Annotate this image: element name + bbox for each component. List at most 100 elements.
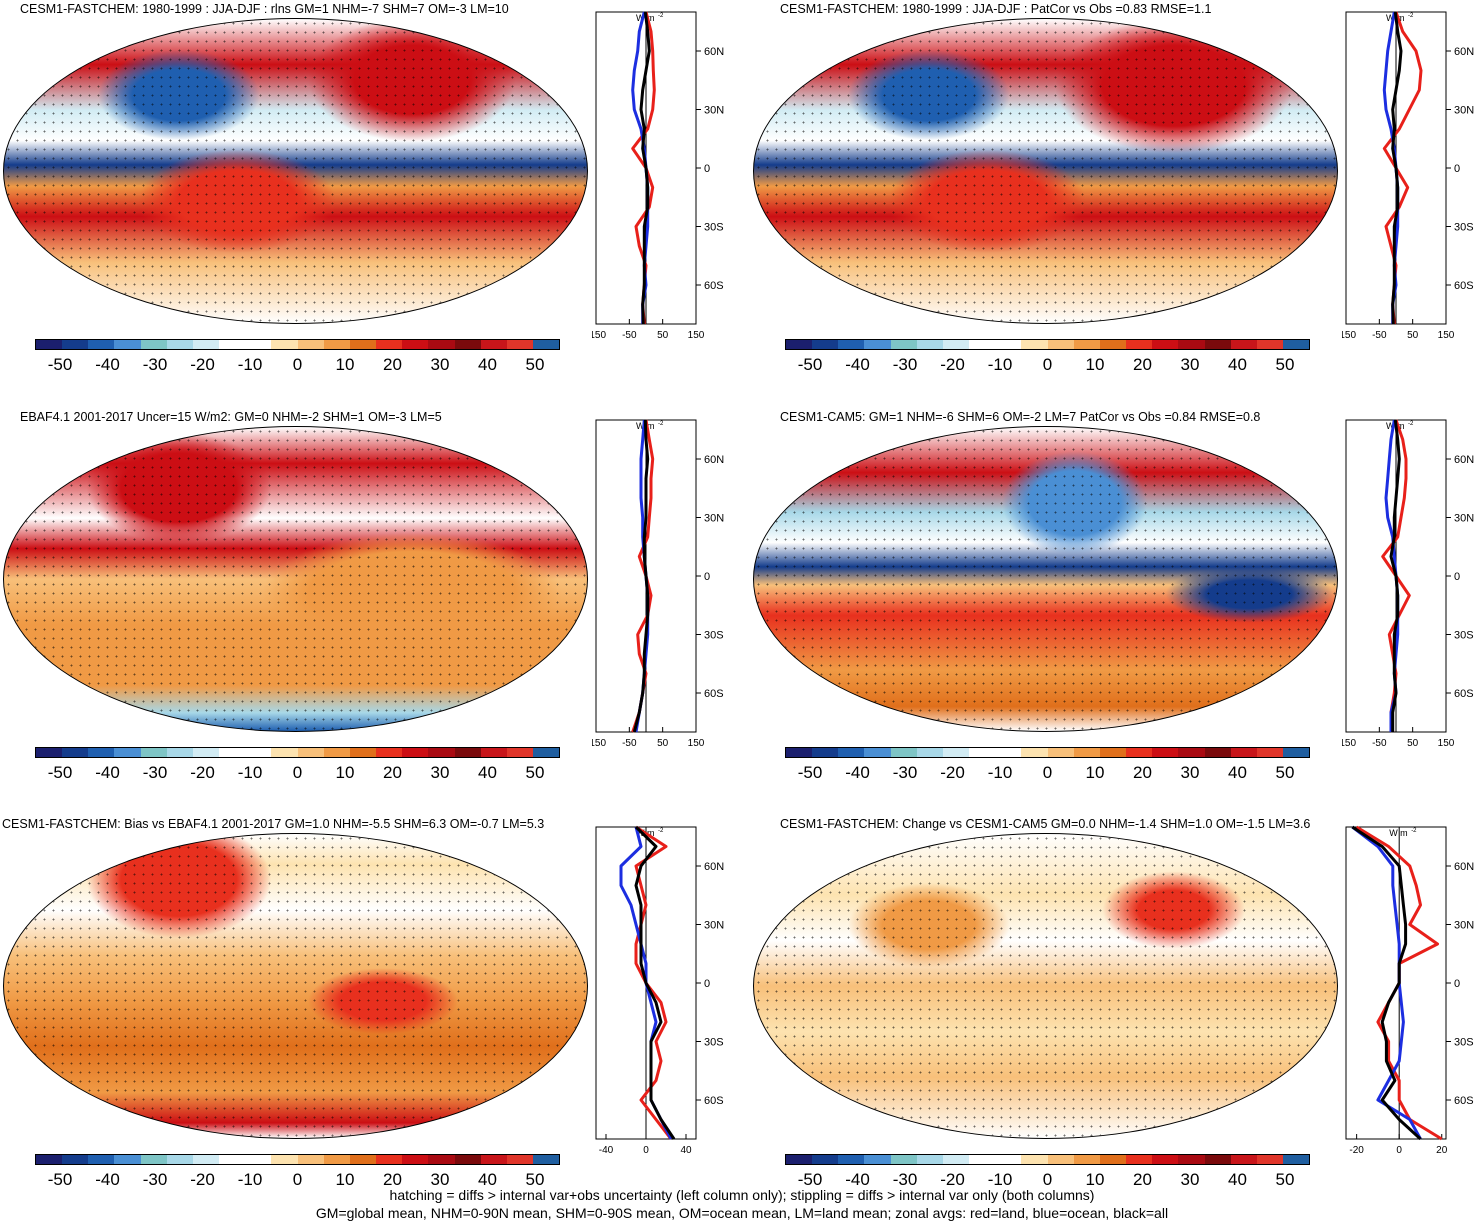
x-tick-label: 0: [643, 1145, 649, 1156]
y-tick-label: 60N: [704, 454, 724, 466]
y-tick-label: 0: [1454, 571, 1460, 583]
panel-title: CESM1-FASTCHEM: Bias vs EBAF4.1 2001-201…: [2, 817, 545, 831]
y-tick-label: 30S: [1454, 222, 1474, 234]
colorbar-tick-label: 0: [1042, 763, 1053, 782]
colorbar-swatch: [916, 748, 943, 757]
x-tick-label: 0: [1396, 1145, 1402, 1156]
colorbar-swatch: [838, 1155, 865, 1164]
colorbar-swatch: [916, 340, 943, 349]
colorbar-swatch: [506, 340, 533, 349]
colorbar-swatch: [454, 748, 481, 757]
zonal-series-all: [1351, 825, 1422, 1141]
colorbar-swatch: [890, 1155, 917, 1164]
x-tick-label: -50: [1372, 738, 1387, 749]
colorbar-swatch: [454, 340, 481, 349]
y-tick-label: 30S: [704, 630, 724, 642]
colorbar-swatch: [890, 748, 917, 757]
x-tick-label: -150: [592, 330, 606, 341]
colorbar-swatch: [219, 748, 246, 757]
colorbar-tick-label: -20: [940, 763, 965, 782]
colorbar-swatch: [114, 340, 141, 349]
colorbar-swatch: [812, 748, 839, 757]
colorbar-swatch: [532, 340, 560, 349]
x-tick-label: -150: [1342, 330, 1356, 341]
colorbar-swatch: [532, 748, 560, 757]
colorbar-swatch: [1282, 340, 1310, 349]
zonal-series-all: [634, 825, 676, 1140]
x-tick-label: 40: [680, 1145, 692, 1156]
colorbar-swatch: [812, 1155, 839, 1164]
y-tick-label: 60N: [1454, 46, 1474, 58]
panel-title: CESM1-FASTCHEM: 1980-1999 : JJA-DJF : rl…: [20, 2, 509, 16]
colorbar-swatch: [1073, 748, 1100, 757]
zonal-series-land: [1382, 11, 1423, 325]
colorbar-swatch: [942, 340, 970, 349]
colorbar-swatch: [376, 340, 403, 349]
colorbar-swatch: [480, 748, 507, 757]
zonal-unit-superscript: -2: [1411, 828, 1417, 834]
colorbar-swatch: [786, 340, 813, 349]
colorbar-swatch: [1073, 1155, 1100, 1164]
robinson-map: [753, 18, 1338, 324]
colorbar-swatch: [1099, 340, 1127, 349]
colorbar-swatch: [297, 748, 324, 757]
colorbar-swatch: [402, 340, 429, 349]
colorbar-swatch: [838, 340, 865, 349]
y-tick-label: 60S: [1454, 688, 1474, 700]
colorbar-tick-label: -40: [845, 1170, 870, 1189]
colorbar-swatch: [62, 1155, 89, 1164]
y-tick-label: 30S: [1454, 630, 1474, 642]
stippling-overlay: [754, 427, 1337, 731]
y-tick-label: 30N: [704, 105, 724, 117]
colorbar-swatch: [166, 748, 193, 757]
colorbar-swatch: [36, 748, 63, 757]
colorbar-swatch: [297, 340, 324, 349]
colorbar-tick-label: 0: [292, 1170, 303, 1189]
colorbar-swatch: [88, 1155, 115, 1164]
colorbar-tick-label: -20: [940, 355, 965, 374]
panel-5: CESM1-FASTCHEM: Bias vs EBAF4.1 2001-201…: [0, 815, 740, 1215]
colorbar-swatch: [786, 748, 813, 757]
colorbar-tick-label: 50: [1275, 355, 1295, 374]
colorbar-tick-label: 10: [335, 1170, 355, 1189]
colorbar-tick-label: -10: [987, 355, 1013, 374]
panel-title: CESM1-FASTCHEM: 1980-1999 : JJA-DJF : Pa…: [780, 2, 1212, 16]
colorbar-swatch: [192, 340, 220, 349]
footnote-definitions: GM=global mean, NHM=0-90N mean, SHM=0-90…: [315, 1205, 1169, 1221]
colorbar-tick-label: 10: [1085, 763, 1105, 782]
colorbar-swatch: [376, 748, 403, 757]
colorbar-tick-label: 0: [292, 763, 303, 782]
y-tick-label: 30N: [704, 513, 724, 525]
colorbar-swatch: [969, 748, 996, 757]
y-tick-label: 0: [1454, 163, 1460, 175]
y-tick-label: 60S: [1454, 280, 1474, 292]
colorbar-tick-label: 50: [525, 763, 545, 782]
x-tick-label: -40: [599, 1145, 614, 1156]
colorbar-swatch: [1099, 748, 1127, 757]
panel-2: CESM1-FASTCHEM: 1980-1999 : JJA-DJF : Pa…: [750, 0, 1484, 400]
colorbar-swatch: [114, 1155, 141, 1164]
colorbar-swatch: [428, 1155, 455, 1164]
colorbar-tick-label: -40: [95, 1170, 120, 1189]
zonal-unit-superscript: -2: [1408, 421, 1414, 427]
colorbar-swatch: [1282, 748, 1310, 757]
colorbar-tick-label: -10: [987, 763, 1013, 782]
panel-title: CESM1-CAM5: GM=1 NHM=-6 SHM=6 OM=-2 LM=7…: [780, 410, 1261, 424]
colorbar-tick-label: -30: [142, 355, 168, 374]
colorbar-swatch: [271, 748, 298, 757]
colorbar-swatch: [114, 748, 141, 757]
y-tick-label: 30S: [704, 1037, 724, 1049]
x-tick-label: 150: [688, 738, 705, 749]
colorbar-tick-label: 50: [1275, 1170, 1295, 1189]
colorbar-swatch: [245, 340, 272, 349]
colorbar-swatch: [402, 748, 429, 757]
colorbar-swatch: [942, 1155, 970, 1164]
colorbar-tick-label: -50: [797, 1170, 823, 1189]
colorbar-swatch: [506, 748, 533, 757]
colorbar-swatch: [1152, 340, 1179, 349]
colorbar-tick-label: 0: [292, 355, 303, 374]
colorbar-swatch: [428, 340, 455, 349]
